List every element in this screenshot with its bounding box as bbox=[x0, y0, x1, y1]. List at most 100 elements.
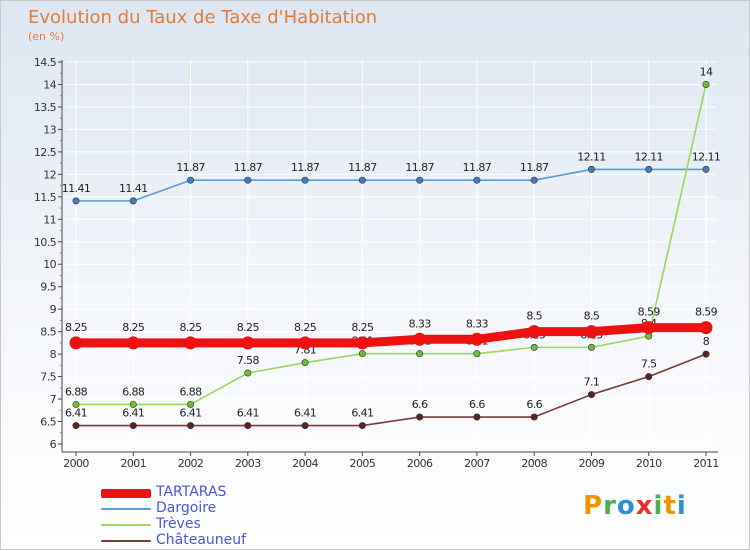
data-label: 7.5 bbox=[641, 358, 657, 371]
chart-legend: TARTARAS Dargoire Trèves Châteauneuf bbox=[101, 484, 301, 549]
y-tick-label: 14 bbox=[43, 78, 56, 91]
y-tick-label: 13 bbox=[43, 123, 56, 136]
data-label: 6.41 bbox=[294, 407, 316, 420]
data-point bbox=[473, 413, 481, 421]
y-tick-label: 6 bbox=[50, 438, 57, 451]
data-label: 7.58 bbox=[237, 354, 260, 367]
data-label: 8.33 bbox=[466, 317, 489, 330]
data-label: 6.41 bbox=[122, 407, 144, 420]
y-tick-label: 14.5 bbox=[34, 56, 57, 69]
data-point bbox=[358, 350, 366, 358]
logo-letter: P bbox=[583, 491, 604, 521]
x-tick-label: 2001 bbox=[120, 457, 146, 470]
data-point bbox=[129, 400, 137, 408]
data-label: 8.25 bbox=[237, 321, 260, 334]
data-point bbox=[301, 422, 309, 430]
data-point bbox=[358, 422, 366, 430]
data-label: 11.87 bbox=[348, 161, 377, 174]
data-label: 11.87 bbox=[176, 161, 205, 174]
legend-item: TARTARAS bbox=[101, 484, 301, 501]
data-label: 12.11 bbox=[577, 150, 606, 163]
data-point bbox=[587, 343, 595, 351]
data-label: 8.25 bbox=[179, 321, 202, 334]
data-point bbox=[72, 400, 80, 408]
data-point bbox=[187, 422, 195, 430]
logo-letter: r bbox=[603, 491, 617, 521]
data-label: 11.87 bbox=[463, 161, 492, 174]
data-point bbox=[72, 422, 80, 430]
data-point bbox=[244, 176, 252, 184]
data-point bbox=[645, 373, 653, 381]
legend-label: Trèves bbox=[156, 516, 201, 532]
y-tick-label: 9 bbox=[50, 303, 57, 316]
legend-item: Dargoire bbox=[101, 500, 301, 517]
data-point bbox=[301, 176, 309, 184]
data-point bbox=[416, 413, 424, 421]
data-label: 6.6 bbox=[469, 398, 485, 411]
y-tick-label: 11.5 bbox=[34, 191, 57, 204]
y-tick-label: 10 bbox=[43, 258, 56, 271]
data-point bbox=[187, 176, 195, 184]
data-label: 11.41 bbox=[62, 182, 91, 195]
data-label: 8.25 bbox=[351, 321, 374, 334]
legend-item: Châteauneuf bbox=[101, 532, 301, 549]
data-label: 8.59 bbox=[638, 306, 661, 319]
legend-item: Trèves bbox=[101, 516, 301, 533]
data-point bbox=[530, 343, 538, 351]
data-label: 11.87 bbox=[520, 161, 549, 174]
data-label: 8.59 bbox=[695, 306, 718, 319]
data-point bbox=[470, 332, 484, 346]
logo-letter: o bbox=[616, 491, 636, 521]
data-label: 11.87 bbox=[291, 161, 320, 174]
series-line-trèves bbox=[75, 83, 707, 406]
data-label: 8.5 bbox=[526, 310, 542, 323]
data-point bbox=[416, 176, 424, 184]
x-tick-label: 2004 bbox=[292, 457, 318, 470]
proxiti-logo: Proxiti bbox=[583, 491, 687, 521]
data-point bbox=[301, 359, 309, 367]
data-point bbox=[244, 422, 252, 430]
data-point bbox=[413, 332, 427, 346]
data-point bbox=[416, 350, 424, 358]
logo-letter: t bbox=[663, 491, 677, 521]
data-point bbox=[645, 165, 653, 173]
series-line-châteauneuf bbox=[75, 353, 707, 427]
y-tick-label: 7.5 bbox=[40, 371, 56, 384]
series-line-tartaras bbox=[71, 323, 711, 348]
x-tick-label: 2005 bbox=[350, 457, 376, 470]
data-label: 6.88 bbox=[65, 385, 88, 398]
data-point bbox=[584, 325, 598, 339]
data-point bbox=[298, 336, 312, 350]
data-point bbox=[187, 400, 195, 408]
x-tick-label: 2011 bbox=[693, 457, 719, 470]
data-label: 8.25 bbox=[65, 321, 88, 334]
data-point bbox=[699, 321, 713, 335]
legend-label: Dargoire bbox=[156, 500, 217, 516]
x-tick-label: 2002 bbox=[178, 457, 204, 470]
data-label: 6.41 bbox=[237, 407, 259, 420]
data-label: 8.25 bbox=[294, 321, 317, 334]
y-tick-label: 9.5 bbox=[40, 281, 56, 294]
data-label: 11.87 bbox=[405, 161, 434, 174]
data-label: 8.33 bbox=[409, 317, 432, 330]
x-tick-label: 2003 bbox=[235, 457, 261, 470]
x-tick-label: 2008 bbox=[521, 457, 547, 470]
data-point bbox=[244, 369, 252, 377]
data-label: 8 bbox=[703, 335, 710, 348]
data-label: 6.6 bbox=[412, 398, 428, 411]
data-point bbox=[129, 197, 137, 205]
data-point bbox=[473, 350, 481, 358]
legend-swatch bbox=[101, 524, 151, 526]
data-point bbox=[358, 176, 366, 184]
y-tick-label: 6.5 bbox=[40, 416, 56, 429]
data-label: 6.88 bbox=[122, 385, 145, 398]
data-point bbox=[530, 176, 538, 184]
data-label: 12.11 bbox=[634, 150, 663, 163]
data-point bbox=[587, 165, 595, 173]
y-tick-label: 8 bbox=[50, 348, 57, 361]
chart-unit: (en %) bbox=[28, 30, 65, 43]
data-label: 12.11 bbox=[692, 150, 721, 163]
x-tick-label: 2006 bbox=[407, 457, 433, 470]
data-point bbox=[587, 391, 595, 399]
data-point bbox=[473, 176, 481, 184]
